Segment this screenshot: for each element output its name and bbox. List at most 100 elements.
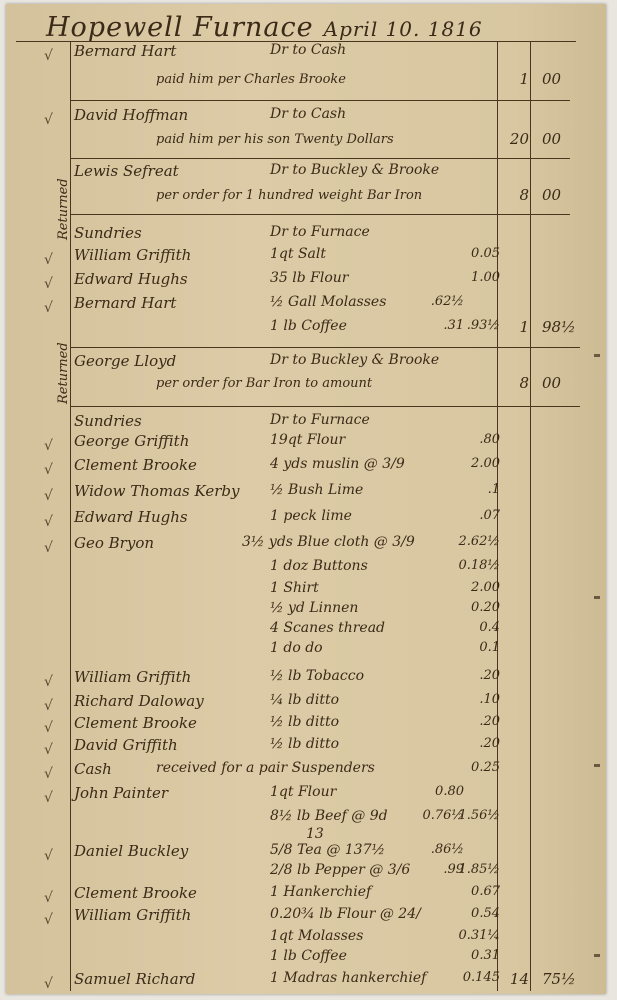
- entry-cents: 75½: [542, 970, 576, 988]
- entry-name: Sundries: [74, 412, 142, 430]
- margin-rule: [70, 41, 71, 991]
- check-mark-icon: √: [44, 112, 53, 128]
- entry-amt: 2.00: [471, 580, 500, 595]
- entry-desc: 1 doz Buttons: [270, 558, 368, 574]
- entry-name: George Griffith: [74, 432, 190, 450]
- entry-desc: 19qt Flour: [270, 432, 346, 448]
- entry-mid: .99: [443, 862, 464, 877]
- entry-desc: 0.20¾ lb Flour @ 24/: [270, 906, 421, 922]
- binding-mark: [594, 954, 600, 957]
- entry-name: David Griffith: [74, 736, 178, 754]
- entry-name: Edward Hughs: [74, 270, 188, 288]
- entry-name: Samuel Richard: [74, 970, 196, 988]
- entry-cents: 98½: [542, 318, 576, 336]
- entry-desc: 35 lb Flour: [270, 270, 349, 286]
- entry-desc: Dr to Buckley & Brooke: [270, 162, 440, 178]
- entry-amt: .20: [479, 736, 500, 751]
- entry-name: Clement Brooke: [74, 456, 197, 474]
- entry-desc: ½ lb Tobacco: [270, 668, 365, 684]
- title-rule: [16, 41, 576, 42]
- entry-name: Bernard Hart: [74, 42, 177, 60]
- entry-cents: 00: [542, 374, 562, 392]
- entry-sub: per order for Bar Iron to amount: [156, 376, 373, 391]
- entry-amt: 0.54: [471, 906, 500, 921]
- entry-desc: 1qt Molasses: [270, 928, 364, 944]
- entry-name: William Griffith: [74, 906, 192, 924]
- check-mark-icon: √: [44, 438, 53, 454]
- entry-name: Clement Brooke: [74, 714, 197, 732]
- entry-name: George Lloyd: [74, 352, 177, 370]
- check-mark-icon: √: [44, 790, 53, 806]
- entry-dollars: 8: [519, 374, 529, 392]
- entry-name: John Painter: [74, 784, 169, 802]
- entry-amt: .80: [479, 432, 500, 447]
- entry-desc: Dr to Cash: [270, 42, 347, 58]
- entry-name: William Griffith: [74, 668, 192, 686]
- entry-amt: 0.4: [479, 620, 500, 635]
- entry-desc: 1 Hankerchief: [270, 884, 372, 900]
- entry-desc: 1qt Flour: [270, 784, 337, 800]
- entry-desc: 1 lb Coffee: [270, 948, 347, 964]
- entry-dollars: 20: [509, 130, 529, 148]
- check-mark-icon: √: [44, 514, 53, 530]
- ledger-page: Hopewell Furnace April 10. 1816 Returned …: [6, 4, 606, 994]
- entry-cents: 00: [542, 130, 562, 148]
- check-mark-icon: √: [44, 766, 53, 782]
- entry-desc: ¼ lb ditto: [270, 692, 340, 708]
- check-mark-icon: √: [44, 848, 53, 864]
- entry-amt: .07: [479, 508, 500, 523]
- binding-mark: [594, 764, 600, 767]
- entry-amt: 2.62½: [458, 534, 500, 549]
- entry-dollars: 8: [519, 186, 529, 204]
- entry-amt: 1.85½: [458, 862, 500, 877]
- entry-desc: ½ Gall Molasses: [270, 294, 387, 310]
- check-mark-icon: √: [44, 462, 53, 478]
- entry-divider: [70, 158, 570, 159]
- entry-amt: 0.31¼: [458, 928, 500, 943]
- entry-desc: Dr to Buckley & Brooke: [270, 352, 440, 368]
- entry-desc: 8½ lb Beef @ 9d: [270, 808, 388, 824]
- check-mark-icon: √: [44, 976, 53, 992]
- entry-amt: 1.00: [471, 270, 500, 285]
- check-mark-icon: √: [44, 720, 53, 736]
- entry-name: Edward Hughs: [74, 508, 188, 526]
- entry-desc: 1qt Salt: [270, 246, 326, 262]
- entry-name: Cash: [74, 760, 112, 778]
- entry-name: William Griffith: [74, 246, 192, 264]
- entry-name: Richard Daloway: [74, 692, 204, 710]
- entry-mid: .86½: [430, 842, 464, 857]
- entry-desc: 4 yds muslin @ 3/9: [270, 456, 405, 472]
- entry-divider: [70, 347, 580, 348]
- entry-amt: 0.18½: [458, 558, 500, 573]
- entry-sub: per order for 1 hundred weight Bar Iron: [156, 188, 423, 203]
- entry-desc: Dr to Furnace: [270, 224, 370, 240]
- check-mark-icon: √: [44, 540, 53, 556]
- entry-mid: 0.76½: [422, 808, 464, 823]
- dollar-column-rule: [497, 41, 498, 991]
- entry-dollars: 1: [519, 70, 529, 88]
- binding-mark: [594, 354, 600, 357]
- entry-desc: 1 peck lime: [270, 508, 352, 524]
- entry-sub: paid him per his son Twenty Dollars: [156, 132, 394, 147]
- entry-desc: ½ yd Linnen: [270, 600, 359, 616]
- check-mark-icon: √: [44, 488, 53, 504]
- entry-desc: ½ lb ditto: [270, 736, 340, 752]
- cents-column-rule: [530, 41, 531, 991]
- entry-divider: [70, 214, 570, 215]
- entry-name: Bernard Hart: [74, 294, 177, 312]
- returned-note: Returned: [56, 178, 71, 240]
- entry-dollars: 1: [519, 318, 529, 336]
- returned-note: Returned: [56, 342, 71, 404]
- entry-amt: 0.25: [471, 760, 500, 775]
- entry-amt: 0.05: [471, 246, 500, 261]
- entry-amt: 0.31: [471, 948, 500, 963]
- entry-mid: .31: [443, 318, 464, 333]
- entry-desc: Dr to Cash: [270, 106, 347, 122]
- check-mark-icon: √: [44, 674, 53, 690]
- entry-amt: 0.145: [462, 970, 500, 985]
- entry-amt: .20: [479, 714, 500, 729]
- entry-amt: .10: [479, 692, 500, 707]
- entry-mid: .62½: [430, 294, 464, 309]
- entry-name: Lewis Sefreat: [74, 162, 179, 180]
- entry-amt: 2.00: [471, 456, 500, 471]
